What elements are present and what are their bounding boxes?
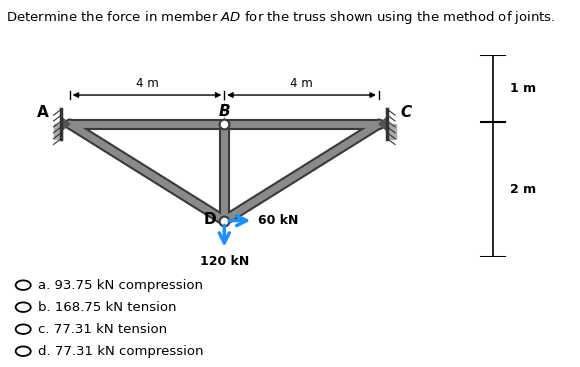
Text: 1 m: 1 m xyxy=(510,82,536,95)
Text: B: B xyxy=(219,104,230,119)
Bar xyxy=(387,124,396,139)
Polygon shape xyxy=(61,117,70,131)
Text: d. 77.31 kN compression: d. 77.31 kN compression xyxy=(38,345,203,358)
Text: 4 m: 4 m xyxy=(136,77,158,90)
Text: Determine the force in member $AD$ for the truss shown using the method of joint: Determine the force in member $AD$ for t… xyxy=(6,9,556,26)
Bar xyxy=(53,124,62,139)
Text: 60 kN: 60 kN xyxy=(258,214,299,227)
Text: D: D xyxy=(203,211,216,226)
Text: 4 m: 4 m xyxy=(290,77,313,90)
Polygon shape xyxy=(379,117,387,131)
Text: A: A xyxy=(37,105,49,120)
Text: a. 93.75 kN compression: a. 93.75 kN compression xyxy=(38,279,202,292)
Text: C: C xyxy=(400,105,411,120)
Text: 120 kN: 120 kN xyxy=(200,255,249,268)
Text: 2 m: 2 m xyxy=(510,183,536,196)
Text: c. 77.31 kN tension: c. 77.31 kN tension xyxy=(38,323,167,336)
Text: b. 168.75 kN tension: b. 168.75 kN tension xyxy=(38,301,176,314)
